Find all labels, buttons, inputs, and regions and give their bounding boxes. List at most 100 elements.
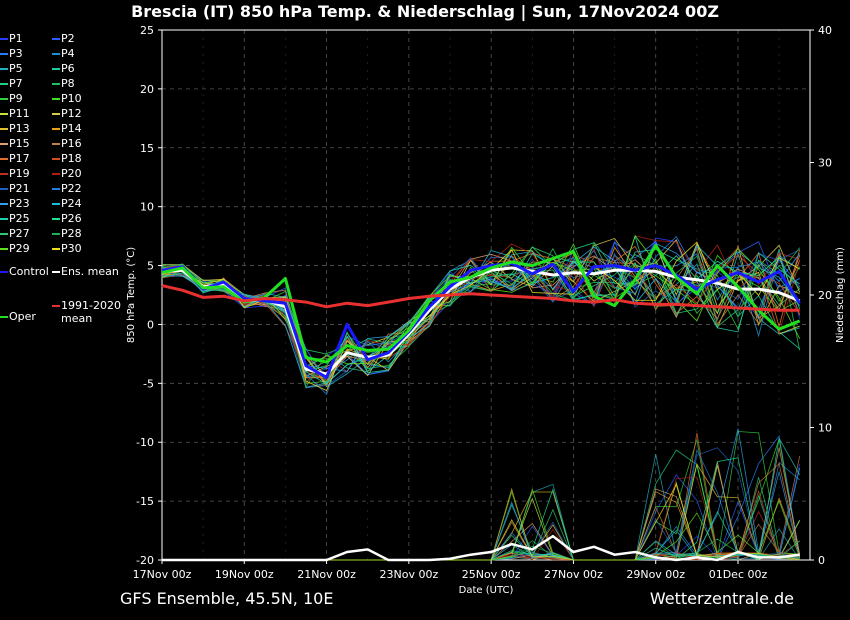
legend-label: Control: [9, 264, 49, 278]
legend-item: P20: [52, 167, 82, 180]
legend-label: P5: [9, 62, 23, 75]
legend-swatch: [52, 203, 60, 205]
x-tick-label: 29Nov 00z: [626, 568, 685, 581]
y-tick-label: -10: [136, 436, 154, 449]
legend-item: Ens. mean: [52, 265, 119, 278]
member-precip-p10: [162, 438, 801, 561]
legend-label: P17: [9, 152, 30, 165]
legend-swatch: [0, 83, 8, 85]
y-tick-label: -20: [136, 554, 154, 567]
member-precip-p2: [162, 474, 800, 561]
legend-label: P22: [61, 182, 82, 195]
legend-item: P13: [0, 122, 30, 135]
legend-swatch: [0, 68, 8, 70]
ensemble-member-series: [161, 234, 801, 396]
legend-label: P23: [9, 197, 30, 210]
x-tick-label: 23Nov 00z: [379, 568, 438, 581]
legend-swatch: [52, 98, 60, 100]
y-tick-label: 10: [140, 201, 154, 214]
legend-label: P3: [9, 47, 23, 60]
precipitation-series: [162, 428, 801, 561]
legend-label: P13: [9, 122, 30, 135]
series-line-control: [161, 261, 801, 379]
member-precip-p1: [162, 463, 801, 561]
legend-label: P7: [9, 77, 23, 90]
legend-label: P8: [61, 77, 75, 90]
legend-label: P12: [61, 107, 82, 120]
legend-label: P26: [61, 212, 82, 225]
x-tick-label: 25Nov 00z: [462, 568, 521, 581]
legend-item: P25: [0, 212, 30, 225]
legend-label: P9: [9, 92, 23, 105]
y-tick-label: 0: [147, 318, 154, 331]
member-line-p11: [161, 242, 800, 379]
legend-label: Ens. mean: [61, 264, 119, 278]
legend-item: P23: [0, 197, 30, 210]
series-line-oper: [161, 244, 801, 364]
legend-swatch: [0, 38, 8, 40]
legend-item: P28: [52, 227, 82, 240]
legend-label: P11: [9, 107, 30, 120]
legend-item: P11: [0, 107, 30, 120]
legend-label: P10: [61, 92, 82, 105]
x-tick-label: 21Nov 00z: [297, 568, 356, 581]
member-precip-p13: [162, 463, 800, 561]
member-precip-p6: [162, 464, 800, 561]
legend-swatch: [0, 128, 8, 130]
y2-tick-label: 30: [818, 157, 832, 170]
y-tick-label: 15: [140, 142, 154, 155]
legend-swatch: [52, 38, 60, 40]
legend-swatch: [52, 68, 60, 70]
legend-item: P26: [52, 212, 82, 225]
y2-tick-label: 0: [818, 554, 825, 567]
legend-label: P20: [61, 167, 82, 180]
legend-swatch: [0, 53, 8, 55]
legend-item: P19: [0, 167, 30, 180]
legend-label: 1991-2020 mean: [61, 299, 121, 325]
legend-label: P4: [61, 47, 75, 60]
legend-item: P8: [52, 77, 75, 90]
y-tick-label: -15: [136, 495, 154, 508]
legend-item: P18: [52, 152, 82, 165]
precip-mean-line: [162, 534, 800, 562]
y2-tick-label: 20: [818, 289, 832, 302]
legend-swatch: [52, 53, 60, 55]
legend-swatch: [52, 113, 60, 115]
legend-item: P22: [52, 182, 82, 195]
axes: 25 20 15 10 5 0 -5 -10 -15 -20 40 30 20 10 0 17Nov 00z 1…: [133, 24, 832, 581]
legend-item: P3: [0, 47, 23, 60]
legend-swatch: [52, 158, 60, 160]
legend-item: P4: [52, 47, 75, 60]
legend-label: P21: [9, 182, 30, 195]
legend-item: P16: [52, 137, 82, 150]
legend-item: P27: [0, 227, 30, 240]
legend-swatch: [0, 173, 8, 175]
y-axis-label: 850 hPa Temp. (°C): [126, 247, 137, 343]
legend-label: P15: [9, 137, 30, 150]
y-tick-label: -5: [143, 377, 154, 390]
legend-item: P17: [0, 152, 30, 165]
legend-swatch: [52, 143, 60, 145]
legend-label: P29: [9, 242, 30, 255]
legend-item: P7: [0, 77, 23, 90]
legend-swatch: [0, 188, 8, 190]
y2-tick-label: 40: [818, 24, 832, 37]
legend-swatch: [0, 248, 8, 250]
legend-label: P30: [61, 242, 82, 255]
legend-swatch: [52, 248, 60, 250]
legend-label: P27: [9, 227, 30, 240]
legend-item: 1991-2020 mean: [52, 299, 131, 325]
legend-item: P2: [52, 32, 75, 45]
legend-swatch: [0, 98, 8, 100]
legend-swatch: [52, 233, 60, 235]
legend-item: Oper: [0, 310, 36, 323]
legend-item: P30: [52, 242, 82, 255]
series-line-1991-2020-mean: [161, 284, 800, 312]
source-credit: Wetterzentrale.de: [649, 589, 794, 608]
legend-swatch: [52, 305, 60, 307]
highlighted-series: [161, 244, 801, 562]
x-axis-label: Date (UTC): [459, 585, 514, 596]
legend-label: P24: [61, 197, 82, 210]
member-precip-p16: [162, 455, 801, 561]
